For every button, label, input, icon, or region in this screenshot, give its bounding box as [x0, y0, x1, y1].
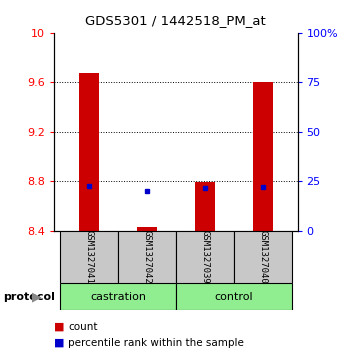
Text: GSM1327041: GSM1327041 [84, 230, 93, 284]
Text: control: control [215, 292, 253, 302]
Bar [60, 283, 176, 310]
Text: count: count [68, 322, 98, 332]
Bar [176, 283, 292, 310]
Bar [79, 73, 99, 231]
Text: ■: ■ [54, 322, 65, 332]
Bar [137, 227, 157, 231]
Text: protocol: protocol [4, 292, 55, 302]
Text: percentile rank within the sample: percentile rank within the sample [68, 338, 244, 348]
Bar [176, 231, 234, 283]
Bar [253, 82, 273, 231]
Text: castration: castration [90, 292, 146, 302]
Text: GDS5301 / 1442518_PM_at: GDS5301 / 1442518_PM_at [85, 14, 265, 27]
Bar [118, 231, 176, 283]
Bar [234, 231, 292, 283]
Bar [60, 231, 118, 283]
Text: GSM1327042: GSM1327042 [142, 230, 152, 284]
Text: ▶: ▶ [32, 290, 42, 303]
Bar [195, 182, 215, 231]
Text: ■: ■ [54, 338, 65, 348]
Text: GSM1327039: GSM1327039 [200, 230, 209, 284]
Text: GSM1327040: GSM1327040 [258, 230, 267, 284]
